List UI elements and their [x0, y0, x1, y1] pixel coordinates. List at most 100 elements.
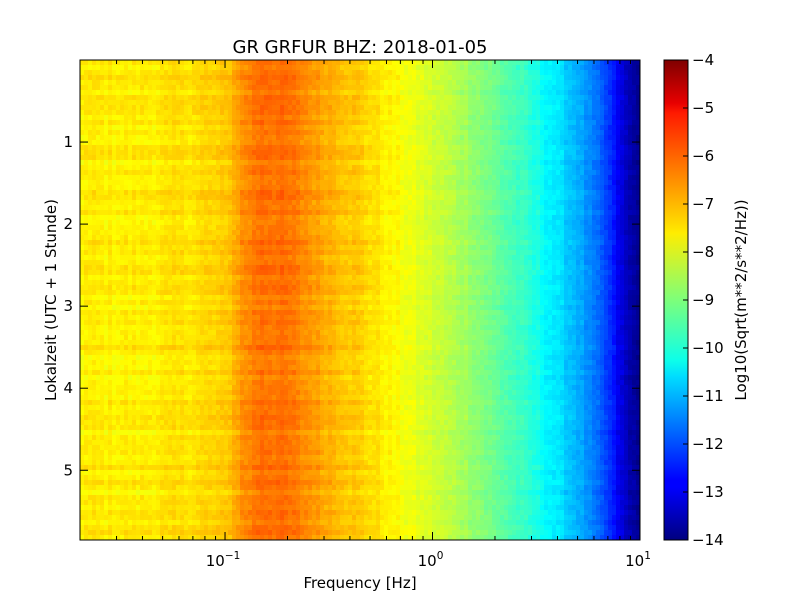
heatmap-cell [504, 75, 509, 81]
heatmap-cell [364, 175, 369, 181]
heatmap-cell [600, 85, 605, 91]
heatmap-cell [128, 95, 133, 101]
heatmap-cell [88, 180, 93, 186]
heatmap-cell [296, 150, 301, 156]
heatmap-cell [208, 150, 213, 156]
heatmap-cell [492, 60, 497, 66]
heatmap-cell [168, 170, 173, 176]
heatmap-cell [604, 160, 609, 166]
heatmap-cell [344, 140, 349, 146]
heatmap-cell [420, 150, 425, 156]
heatmap-cell [136, 145, 141, 151]
heatmap-cell [200, 235, 205, 241]
heatmap-cell [540, 130, 545, 136]
heatmap-cell [276, 140, 281, 146]
heatmap-cell [308, 70, 313, 76]
heatmap-cell [260, 210, 265, 216]
heatmap-cell [460, 165, 465, 171]
heatmap-cell [444, 85, 449, 91]
heatmap-cell [288, 95, 293, 101]
heatmap-cell [516, 160, 521, 166]
heatmap-cell [116, 220, 121, 226]
heatmap-cell [252, 75, 257, 81]
heatmap-cell [608, 120, 613, 126]
heatmap-cell [424, 135, 429, 141]
heatmap-cell [408, 180, 413, 186]
heatmap-cell [164, 120, 169, 126]
heatmap-cell [440, 125, 445, 131]
heatmap-cell [580, 75, 585, 81]
heatmap-cell [244, 85, 249, 91]
heatmap-cell [176, 170, 181, 176]
heatmap-cell [220, 190, 225, 196]
heatmap-cell [164, 200, 169, 206]
heatmap-cell [348, 215, 353, 221]
heatmap-cell [332, 200, 337, 206]
heatmap-cell [624, 165, 629, 171]
heatmap-cell [584, 175, 589, 181]
heatmap-cell [472, 190, 477, 196]
heatmap-cell [368, 85, 373, 91]
heatmap-cell [180, 80, 185, 86]
heatmap-cell [632, 150, 637, 156]
heatmap-cell [588, 100, 593, 106]
heatmap-cell [568, 120, 573, 126]
heatmap-cell [112, 195, 117, 201]
heatmap-cell [340, 110, 345, 116]
heatmap-cell [548, 115, 553, 121]
heatmap-cell [432, 130, 437, 136]
heatmap-cell [84, 235, 89, 241]
heatmap-cell [124, 100, 129, 106]
heatmap-cell [596, 215, 601, 221]
heatmap-cell [276, 125, 281, 131]
heatmap-cell [384, 190, 389, 196]
heatmap-cell [300, 225, 305, 231]
heatmap-cell [228, 200, 233, 206]
heatmap-cell [536, 170, 541, 176]
heatmap-cell [152, 75, 157, 81]
heatmap-cell [372, 135, 377, 141]
heatmap-cell [120, 145, 125, 151]
heatmap-cell [132, 125, 137, 131]
heatmap-cell [292, 65, 297, 71]
heatmap-cell [448, 190, 453, 196]
heatmap-cell [176, 130, 181, 136]
heatmap-cell [336, 185, 341, 191]
heatmap-cell [284, 60, 289, 66]
heatmap-cell [88, 120, 93, 126]
heatmap-cell [508, 135, 513, 141]
heatmap-cell [532, 140, 537, 146]
heatmap-cell [324, 165, 329, 171]
heatmap-cell [316, 165, 321, 171]
heatmap-cell [228, 70, 233, 76]
heatmap-cell [244, 225, 249, 231]
heatmap-cell [532, 135, 537, 141]
heatmap-cell [292, 130, 297, 136]
heatmap-cell [464, 120, 469, 126]
heatmap-cell [356, 100, 361, 106]
heatmap-cell [388, 110, 393, 116]
heatmap-cell [488, 140, 493, 146]
heatmap-cell [160, 135, 165, 141]
heatmap-cell [192, 75, 197, 81]
heatmap-cell [512, 220, 517, 226]
heatmap-cell [492, 85, 497, 91]
heatmap-cell [608, 80, 613, 86]
heatmap-cell [240, 105, 245, 111]
heatmap-cell [428, 65, 433, 71]
heatmap-cell [436, 105, 441, 111]
heatmap-cell [80, 155, 85, 161]
heatmap-cell [236, 215, 241, 221]
heatmap-cell [516, 215, 521, 221]
heatmap-cell [628, 160, 633, 166]
heatmap-cell [128, 115, 133, 121]
heatmap-cell [276, 135, 281, 141]
heatmap-cell [156, 210, 161, 216]
heatmap-cell [264, 110, 269, 116]
heatmap-cell [260, 80, 265, 86]
heatmap-cell [632, 65, 637, 71]
heatmap-cell [436, 70, 441, 76]
heatmap-cell [456, 195, 461, 201]
heatmap-cell [232, 165, 237, 171]
heatmap-cell [528, 95, 533, 101]
